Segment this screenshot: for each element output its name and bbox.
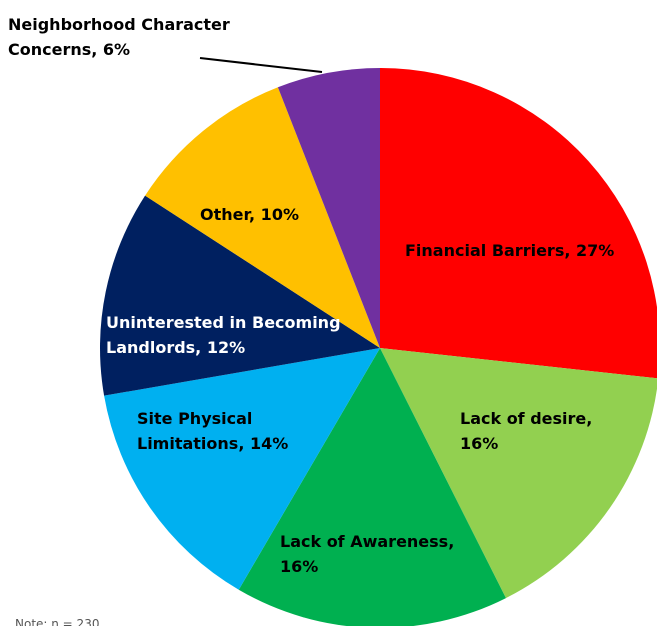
label-line: Site Physical bbox=[137, 409, 252, 428]
slice-label: Financial Barriers, 27% bbox=[405, 241, 614, 260]
pie-slice bbox=[238, 348, 506, 626]
pie-slice bbox=[277, 68, 380, 348]
slice-label: Site Physical Limitations, 14% bbox=[137, 409, 288, 453]
label-line: Lack of desire, bbox=[460, 409, 592, 428]
leader-line bbox=[199, 57, 323, 73]
slice-label: Neighborhood Character Concerns, 6% bbox=[8, 15, 230, 59]
pie-slice bbox=[104, 348, 380, 590]
pie-slice bbox=[380, 68, 657, 379]
label-line: Neighborhood Character bbox=[8, 15, 230, 34]
label-line: 16% bbox=[280, 557, 318, 576]
pie-slice bbox=[100, 195, 381, 396]
label-line: Financial Barriers, 27% bbox=[405, 241, 614, 260]
slice-label: Lack of Awareness, 16% bbox=[280, 532, 454, 576]
pie-slice bbox=[145, 87, 380, 348]
pie-slice bbox=[380, 348, 657, 599]
label-line: Landlords, 12% bbox=[106, 338, 245, 357]
label-line: Other, 10% bbox=[200, 205, 299, 224]
note: Note: n = 230 bbox=[15, 617, 99, 626]
label-line: Lack of Awareness, bbox=[280, 532, 454, 551]
label-line: 16% bbox=[460, 434, 498, 453]
label-line: Concerns, 6% bbox=[8, 40, 130, 59]
slice-label: Lack of desire, 16% bbox=[460, 409, 592, 453]
slice-label: Uninterested in Becoming Landlords, 12% bbox=[106, 313, 341, 357]
label-line: Limitations, 14% bbox=[137, 434, 288, 453]
slice-label: Other, 10% bbox=[200, 205, 299, 224]
label-line: Uninterested in Becoming bbox=[106, 313, 341, 332]
